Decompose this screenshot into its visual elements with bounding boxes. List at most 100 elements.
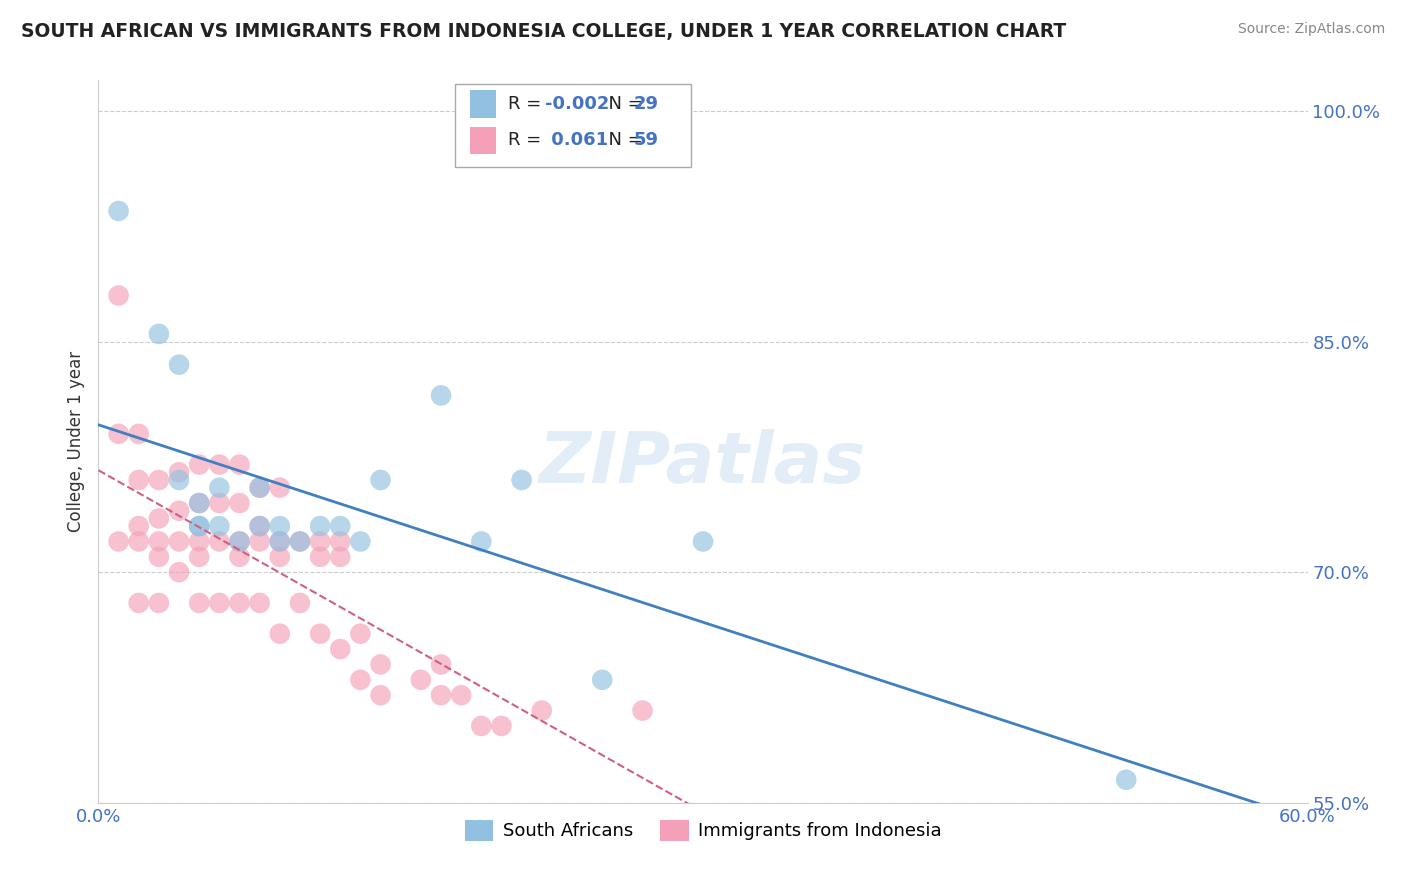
Point: [107, 426, 129, 441]
Point: [148, 511, 170, 525]
Point: [269, 626, 291, 640]
Point: [269, 534, 291, 549]
Point: [107, 288, 129, 302]
Text: R =: R =: [509, 131, 547, 149]
Point: [370, 473, 392, 487]
Point: [309, 519, 332, 533]
Point: [167, 565, 190, 579]
Point: [128, 596, 150, 610]
Text: ZIPatlas: ZIPatlas: [540, 429, 866, 498]
Point: [128, 426, 150, 441]
Point: [188, 496, 211, 510]
Point: [530, 704, 553, 718]
Point: [631, 704, 654, 718]
Point: [208, 481, 231, 495]
Text: SOUTH AFRICAN VS IMMIGRANTS FROM INDONESIA COLLEGE, UNDER 1 YEAR CORRELATION CHA: SOUTH AFRICAN VS IMMIGRANTS FROM INDONES…: [21, 22, 1066, 41]
Bar: [470, 90, 496, 118]
Point: [228, 534, 250, 549]
Point: [329, 534, 352, 549]
Point: [309, 549, 332, 564]
Point: [228, 549, 250, 564]
Point: [167, 358, 190, 372]
Point: [249, 519, 271, 533]
Text: -0.002: -0.002: [544, 95, 609, 113]
Point: [208, 519, 231, 533]
Point: [470, 534, 492, 549]
Point: [128, 473, 150, 487]
Legend: South Africans, Immigrants from Indonesia: South Africans, Immigrants from Indonesi…: [457, 813, 949, 848]
FancyBboxPatch shape: [456, 84, 690, 167]
Point: [188, 496, 211, 510]
Point: [288, 534, 311, 549]
Point: [329, 642, 352, 657]
Point: [288, 596, 311, 610]
Point: [107, 203, 129, 218]
Point: [430, 688, 453, 702]
Point: [167, 465, 190, 479]
Point: [329, 519, 352, 533]
Point: [208, 458, 231, 472]
Text: 59: 59: [634, 131, 659, 149]
Point: [208, 496, 231, 510]
Point: [188, 519, 211, 533]
Point: [188, 534, 211, 549]
Point: [249, 596, 271, 610]
Point: [269, 481, 291, 495]
Point: [148, 326, 170, 341]
Y-axis label: College, Under 1 year: College, Under 1 year: [66, 351, 84, 533]
Point: [409, 673, 432, 687]
Point: [249, 534, 271, 549]
Point: [430, 388, 453, 402]
Point: [167, 504, 190, 518]
Point: [349, 534, 371, 549]
Point: [107, 534, 129, 549]
Text: 0.061: 0.061: [544, 131, 607, 149]
Point: [349, 673, 371, 687]
Point: [167, 534, 190, 549]
Point: [470, 719, 492, 733]
Point: [269, 549, 291, 564]
Point: [269, 534, 291, 549]
Point: [450, 688, 472, 702]
Point: [491, 719, 513, 733]
Point: [370, 688, 392, 702]
Point: [148, 473, 170, 487]
Point: [148, 596, 170, 610]
Point: [188, 458, 211, 472]
Point: [128, 534, 150, 549]
Text: N =: N =: [596, 95, 648, 113]
Point: [128, 519, 150, 533]
Point: [188, 519, 211, 533]
Point: [269, 519, 291, 533]
Point: [228, 458, 250, 472]
Point: [309, 534, 332, 549]
Point: [228, 534, 250, 549]
Point: [148, 549, 170, 564]
Point: [309, 626, 332, 640]
Point: [228, 596, 250, 610]
Point: [167, 473, 190, 487]
Point: [370, 657, 392, 672]
Point: [249, 519, 271, 533]
Text: 29: 29: [634, 95, 659, 113]
Bar: [470, 127, 496, 154]
Point: [228, 496, 250, 510]
Text: R =: R =: [509, 95, 547, 113]
Point: [329, 549, 352, 564]
Point: [430, 657, 453, 672]
Point: [188, 596, 211, 610]
Text: Source: ZipAtlas.com: Source: ZipAtlas.com: [1237, 22, 1385, 37]
Point: [510, 473, 533, 487]
Text: N =: N =: [596, 131, 648, 149]
Point: [349, 626, 371, 640]
Point: [188, 549, 211, 564]
Point: [692, 534, 714, 549]
Point: [208, 534, 231, 549]
Point: [249, 481, 271, 495]
Point: [148, 534, 170, 549]
Point: [249, 481, 271, 495]
Point: [591, 673, 613, 687]
Point: [1115, 772, 1137, 787]
Point: [288, 534, 311, 549]
Point: [208, 596, 231, 610]
